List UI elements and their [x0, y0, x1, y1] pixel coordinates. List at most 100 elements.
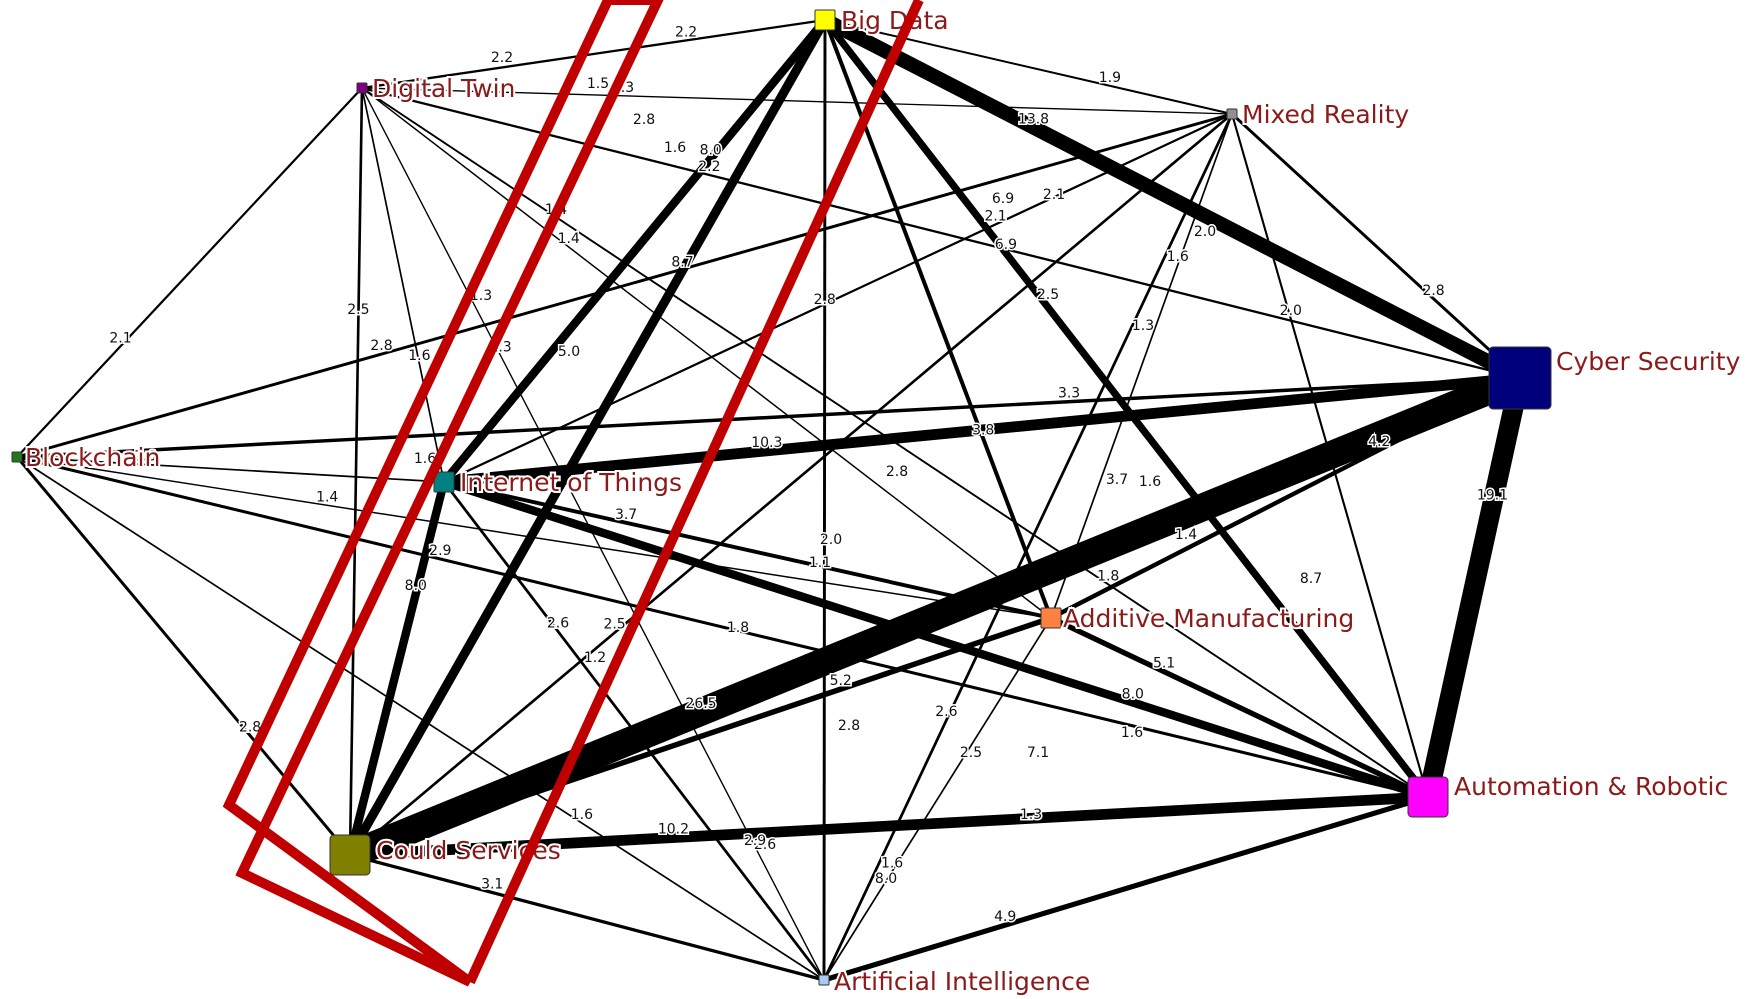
edge-weight-label: 3.3 — [1058, 386, 1080, 402]
edge-big-data-could-services — [346, 17, 829, 858]
edge-weight-label: 10.3 — [751, 435, 782, 451]
node-internet-of-things: Internet of Things — [433, 466, 684, 499]
node-marker — [814, 9, 836, 31]
edge-mixed-reality-internet-of-things — [443, 112, 1233, 484]
edge-weight-label: 1.1 — [809, 555, 831, 571]
node-label: Artificial Intelligence — [834, 967, 1090, 996]
edge-weight-label: 2.8 — [370, 338, 392, 354]
edge-weight-label: 1.6 — [571, 807, 593, 823]
edge-weight-label: 1.4 — [558, 231, 580, 247]
node-mixed-reality: Mixed Reality — [1226, 98, 1411, 131]
edge-digital-twin-internet-of-things — [361, 87, 445, 483]
edge-big-data-cyber-security — [821, 13, 1524, 385]
edge-weight-label: 3.8 — [972, 423, 994, 439]
edge-weight-label: 5.0 — [558, 344, 580, 360]
edge-could-services-additive-manufacturing — [349, 615, 1052, 858]
node-label: Blockchain — [25, 443, 160, 472]
edge-weight-label: 2.0 — [820, 532, 842, 548]
edge-weight-label: 1.6 — [414, 451, 436, 467]
node-label: Cyber Security — [1556, 347, 1741, 376]
edge-big-data-artificial-intelligence — [822, 19, 827, 981]
edges-layer — [15, 13, 1530, 983]
edge-weight-label: 1.9 — [1099, 70, 1121, 86]
edge-digital-twin-automation-robotic — [361, 87, 1429, 798]
edge-digital-twin-additive-manufacturing — [361, 87, 1052, 619]
edge-weight-label: 1.5 — [587, 76, 609, 92]
edge-weight-label: 2.8 — [886, 464, 908, 480]
node-artificial-intelligence: Artificial Intelligence — [818, 965, 1092, 998]
edge-weight-label: 3.7 — [1106, 472, 1128, 488]
edge-digital-twin-artificial-intelligence — [361, 87, 825, 981]
edge-weight-label: 1.6 — [664, 140, 686, 156]
edge-weight-label: 1.3 — [1132, 318, 1154, 334]
edge-big-data-additive-manufacturing — [823, 19, 1053, 619]
edge-internet-of-things-additive-manufacturing — [443, 480, 1052, 620]
edge-mixed-reality-artificial-intelligence — [822, 113, 1234, 981]
edge-weight-label: 26.5 — [685, 696, 716, 712]
edge-weight-label: 4.9 — [994, 909, 1016, 925]
edge-digital-twin-mixed-reality — [361, 87, 1233, 115]
edge-weight-label: 4.2 — [1368, 434, 1390, 450]
edge-weight-label: 1.6 — [1167, 249, 1189, 265]
node-marker — [818, 974, 830, 986]
edge-blockchain-internet-of-things — [16, 456, 445, 483]
edge-weight-label: 1.8 — [1097, 568, 1119, 584]
edge-weight-label: 2.1 — [1043, 187, 1065, 203]
edge-weight-label: 1.3 — [1020, 807, 1042, 823]
edge-additive-manufacturing-cyber-security — [1049, 376, 1522, 620]
node-label: Digital Twin — [372, 74, 515, 103]
edge-weight-label: 8.0 — [700, 143, 722, 159]
edge-labels-layer: 26.5 19.1 13.8 10.2 10.3 8.7 8.0 8.0 6.9 8.0 5.1 4.… — [108, 23, 1510, 927]
edge-could-services-artificial-intelligence — [349, 853, 825, 982]
edge-weight-label: 2.1 — [109, 330, 131, 346]
node-marker — [433, 471, 455, 493]
node-label: Big Data — [841, 6, 949, 35]
node-label: Additive Manufacturing — [1063, 604, 1354, 633]
edge-weight-label: 2.9 — [744, 833, 766, 849]
edge-weight-label: 1.6 — [134, 449, 156, 465]
node-marker — [329, 834, 371, 876]
edge-weight-label: 2.8 — [1422, 283, 1444, 299]
edge-blockchain-automation-robotic — [16, 455, 1429, 799]
edge-weight-label: 1.6 — [1121, 725, 1143, 741]
highlight-box-left — [222, 0, 664, 987]
edge-weight-label: 2.6 — [935, 704, 957, 720]
edge-weight-label: 2.8 — [814, 292, 836, 308]
edge-blockchain-artificial-intelligence — [16, 456, 825, 981]
edge-weight-label: 6.9 — [992, 191, 1014, 207]
edge-weight-label: 7.1 — [1027, 745, 1049, 761]
edge-weight-label: 2.2 — [698, 159, 720, 175]
node-additive-manufacturing: Additive Manufacturing — [1040, 602, 1356, 635]
edge-internet-of-things-could-services — [345, 480, 449, 857]
edge-weight-label: 2.0 — [1280, 303, 1302, 319]
edge-cyber-security-automation-robotic — [1418, 375, 1530, 800]
edge-weight-label: 8.0 — [405, 578, 427, 594]
edge-weight-label: 2.2 — [675, 24, 697, 40]
edge-weight-label: 2.1 — [984, 208, 1006, 224]
edge-weight-label: 2.6 — [754, 837, 776, 853]
edge-weight-label: 2.9 — [429, 543, 451, 559]
highlight-box-right — [465, 0, 924, 985]
edge-weight-label: 2.8 — [838, 718, 860, 734]
edge-weight-label: 2.8 — [239, 720, 261, 736]
edge-weight-label: 8.0 — [1122, 687, 1144, 703]
edge-weight-label: 3.1 — [481, 877, 503, 893]
edge-weight-label: 8.7 — [1300, 571, 1322, 587]
edge-weight-label: 1.4 — [1175, 527, 1197, 543]
edge-weight-label: 3.7 — [615, 507, 637, 523]
node-label: Internet of Things — [460, 468, 682, 497]
edge-weight-label: 1.8 — [727, 620, 749, 636]
edge-weight-label: 2.5 — [347, 302, 369, 318]
edge-weight-label: 8.0 — [875, 871, 897, 887]
node-marker — [356, 82, 368, 94]
node-marker — [11, 451, 23, 463]
edge-digital-twin-could-services — [348, 87, 364, 856]
edge-weight-label: 2.2 — [491, 50, 513, 66]
node-marker — [1407, 776, 1449, 818]
edge-blockchain-mixed-reality — [16, 112, 1233, 459]
node-label: Automation & Robotic — [1454, 772, 1728, 801]
edge-artificial-intelligence-automation-robotic — [823, 794, 1429, 983]
edge-mixed-reality-additive-manufacturing — [1050, 113, 1233, 619]
edge-internet-of-things-automation-robotic — [442, 477, 1430, 802]
